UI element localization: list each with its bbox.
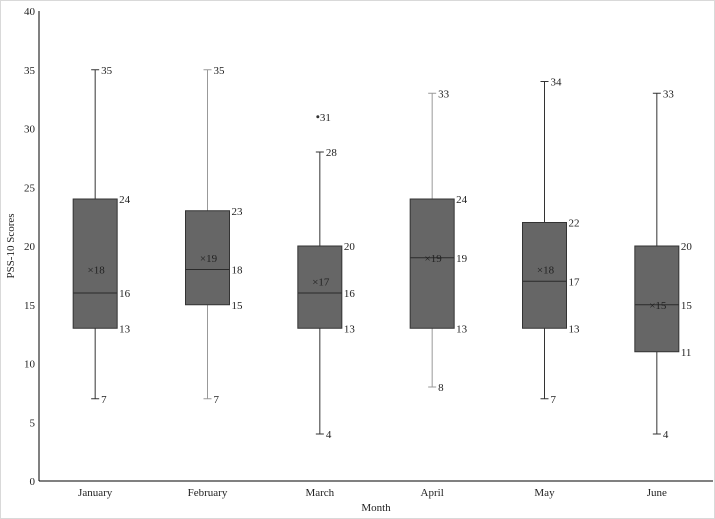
x-tick-label-january: January (78, 487, 113, 499)
median-label: 15 (681, 300, 693, 312)
max-label: 34 (551, 77, 563, 89)
box-june: ×15 33 20 15 11 4 (634, 88, 693, 441)
box-january: ×18 35 24 16 13 7 (72, 65, 131, 406)
min-label: 8 (438, 382, 444, 394)
iqr-box (297, 245, 343, 329)
iqr-box (409, 198, 455, 329)
iqr-box (72, 198, 118, 329)
y-tick-label: 10 (24, 359, 36, 371)
x-tick-label-february: February (188, 487, 228, 499)
max-label: 35 (101, 65, 113, 77)
y-tick-label: 20 (24, 241, 36, 253)
median-label: 19 (456, 253, 468, 265)
y-tick-label: 25 (24, 182, 36, 194)
mean-label: ×19 (425, 253, 443, 265)
q3-label: 20 (681, 241, 693, 253)
min-label: 7 (214, 394, 220, 406)
iqr-box (634, 245, 680, 353)
y-tick-label: 15 (24, 300, 36, 312)
median-label: 16 (344, 288, 356, 300)
x-tick-label-may: May (534, 487, 555, 499)
iqr-box (522, 222, 567, 329)
max-label: 28 (326, 147, 338, 159)
max-label: 33 (438, 88, 450, 100)
min-label: 7 (101, 394, 107, 406)
q3-label: 23 (232, 206, 244, 218)
y-tick-label: 0 (30, 476, 36, 488)
y-tick-label: 35 (24, 65, 36, 77)
x-tick-label-april: April (421, 487, 444, 499)
box-may: ×18 34 22 17 13 7 (522, 77, 581, 406)
box-april: ×19 33 24 19 13 8 (409, 88, 468, 394)
median-label: 17 (569, 276, 581, 288)
q3-label: 24 (456, 194, 468, 206)
box-february: ×19 35 23 18 15 7 (185, 65, 244, 406)
q3-label: 22 (569, 218, 580, 230)
max-label: 35 (214, 65, 226, 77)
max-label: 33 (663, 88, 675, 100)
mean-label: ×17 (312, 276, 330, 288)
q1-label: 13 (456, 323, 468, 335)
q3-label: 24 (119, 194, 130, 206)
q1-label: 13 (344, 323, 356, 335)
x-tick-label-june: June (647, 487, 667, 499)
y-tick-label: 5 (30, 417, 36, 429)
q1-label: 11 (681, 347, 692, 359)
min-label: 4 (663, 429, 669, 441)
axes: 0 5 10 15 20 25 30 35 40 January February March Apri… (24, 6, 713, 499)
mean-label: ×15 (649, 300, 667, 312)
q1-label: 15 (232, 300, 244, 312)
mean-label: ×18 (537, 265, 555, 277)
mean-label: ×19 (200, 253, 218, 265)
q1-label: 13 (119, 323, 130, 335)
min-label: 4 (326, 429, 332, 441)
y-tick-label: 40 (24, 6, 36, 18)
median-label: 18 (232, 265, 244, 277)
mean-label: ×18 (88, 265, 106, 277)
outlier-label: 31 (320, 112, 331, 124)
x-axis-title: Month (361, 502, 391, 514)
box-march: ×17 28 20 16 13 4 31 (297, 112, 356, 441)
box-series: ×18352416137×19352318157×1728201613431×1… (72, 65, 693, 441)
iqr-box (185, 210, 230, 306)
median-label: 16 (119, 288, 130, 300)
y-axis-title: PSS-10 Scores (5, 213, 17, 278)
q3-label: 20 (344, 241, 356, 253)
x-tick-label-march: March (305, 487, 334, 499)
outlier-point (316, 115, 320, 119)
q1-label: 13 (569, 323, 581, 335)
min-label: 7 (551, 394, 557, 406)
y-tick-label: 30 (24, 124, 36, 136)
